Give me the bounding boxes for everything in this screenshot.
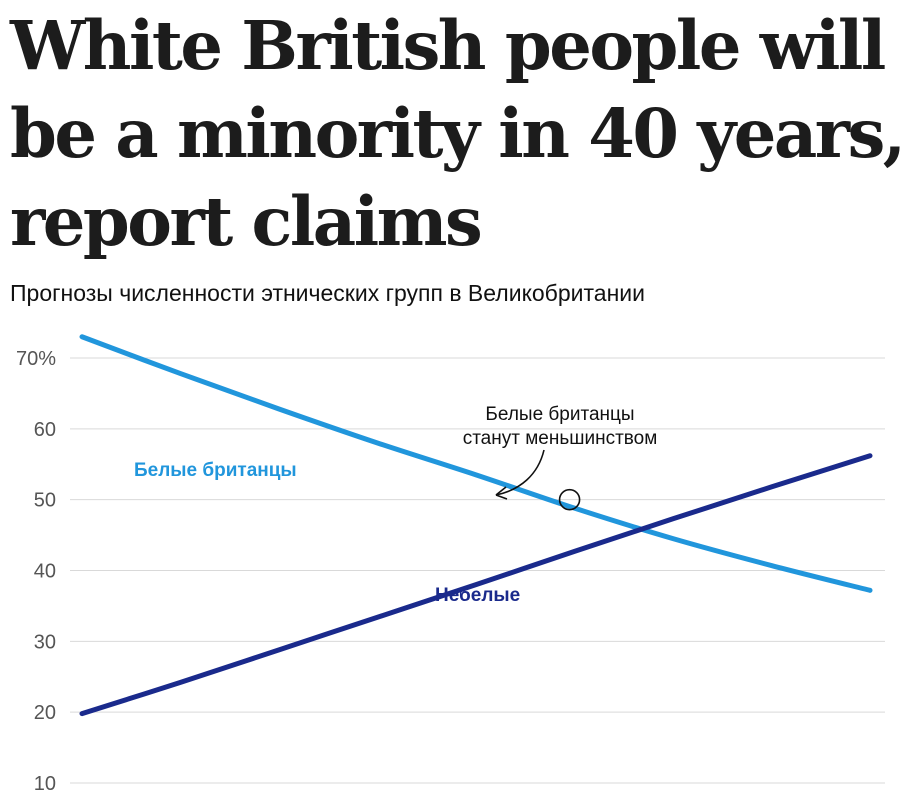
y-tick-label: 40 xyxy=(34,561,56,583)
y-tick-label: 50 xyxy=(34,490,56,512)
annotation-arrowhead xyxy=(495,486,508,500)
y-axis-ticks: 70% 60 50 40 30 20 10 xyxy=(16,348,56,794)
y-tick-label: 30 xyxy=(34,631,56,653)
y-tick-label: 60 xyxy=(34,419,56,441)
gridlines xyxy=(70,357,885,784)
annotation-line-1: Белые британцы xyxy=(485,404,634,425)
annotation-arrow xyxy=(495,449,545,496)
y-tick-label: 20 xyxy=(34,702,56,724)
series-line-white-british xyxy=(79,334,873,593)
crossover-marker xyxy=(558,488,581,511)
series-lines xyxy=(79,334,873,717)
chart-title: Прогнозы численности этнических групп в … xyxy=(10,280,645,306)
series-label-white-british: Белые британцы xyxy=(134,460,297,481)
y-tick-label: 10 xyxy=(34,773,56,794)
series-label-non-white: Небелые xyxy=(435,585,520,606)
series-labels: Белые британцы Небелые xyxy=(134,460,520,606)
y-tick-label: 70% xyxy=(16,348,56,370)
annotation: Белые британцы станут меньшинством xyxy=(463,404,658,511)
series-line-non-white xyxy=(79,453,873,717)
line-chart: 70% 60 50 40 30 20 10 Белые британцы Небелые Б… xyxy=(16,334,885,794)
headline: White British people will be a minority … xyxy=(10,6,906,261)
annotation-line-2: станут меньшинством xyxy=(463,428,658,449)
